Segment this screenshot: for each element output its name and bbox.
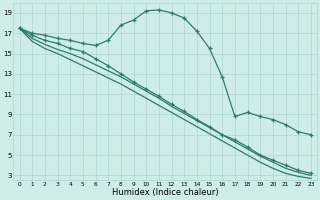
X-axis label: Humidex (Indice chaleur): Humidex (Indice chaleur) [112, 188, 219, 197]
